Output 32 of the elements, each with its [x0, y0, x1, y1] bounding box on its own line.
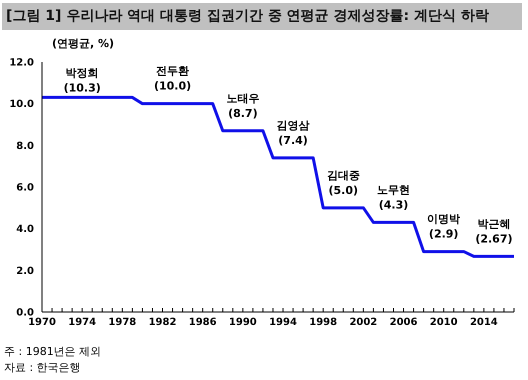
x-tick-label: 2014	[470, 317, 498, 328]
y-tick-label: 8.0	[16, 140, 34, 152]
text: 자료 : 한국은행	[4, 360, 81, 375]
x-tick-label: 1982	[148, 317, 176, 328]
chart-title: [그림 1] 우리나라 역대 대통령 집권기간 중 연평균 경제성장률: 계단식 하락	[2, 3, 522, 30]
y-tick-label: 4.0	[16, 224, 34, 236]
annotation: 전두환 (10.0)	[154, 64, 192, 93]
x-tick-label: 1998	[309, 317, 338, 328]
x-tick-label: 2002	[349, 317, 378, 328]
annotation: 노태우 (8.7)	[226, 92, 260, 120]
text: 주 : 1981년은 제외	[4, 344, 102, 359]
x-tick-label: 1986	[188, 317, 217, 328]
y-tick-label: 6.0	[16, 182, 34, 194]
x-tick-label: 1990	[228, 317, 257, 328]
y-tick-label: 0.0	[16, 308, 34, 319]
annotation: 노무현 (4.3)	[376, 183, 410, 212]
y-tick-label: 2.0	[16, 266, 34, 277]
annotation: 박근혜 (2.67)	[475, 217, 513, 246]
x-tick-label: 2010	[430, 317, 458, 328]
annotation: 김대중 (5.0)	[326, 168, 360, 197]
line-series	[42, 96, 514, 258]
x-tick-label: 1974	[68, 317, 96, 328]
annotation: 김영삼 (7.4)	[276, 118, 310, 147]
y-axis-title: (연평균, %)	[52, 36, 114, 51]
x-tick-label: 2006	[390, 317, 418, 328]
x-tick-label: 1994	[269, 317, 297, 328]
x-tick-label: 1978	[108, 317, 136, 328]
annotation: 이명박 (2.9)	[427, 212, 460, 241]
y-tick-label: 12.0	[9, 58, 34, 69]
y-tick-label: 10.0	[9, 99, 34, 110]
annotation: 박정희 (10.3)	[64, 66, 101, 94]
x-tick-label: 1970	[28, 317, 56, 328]
